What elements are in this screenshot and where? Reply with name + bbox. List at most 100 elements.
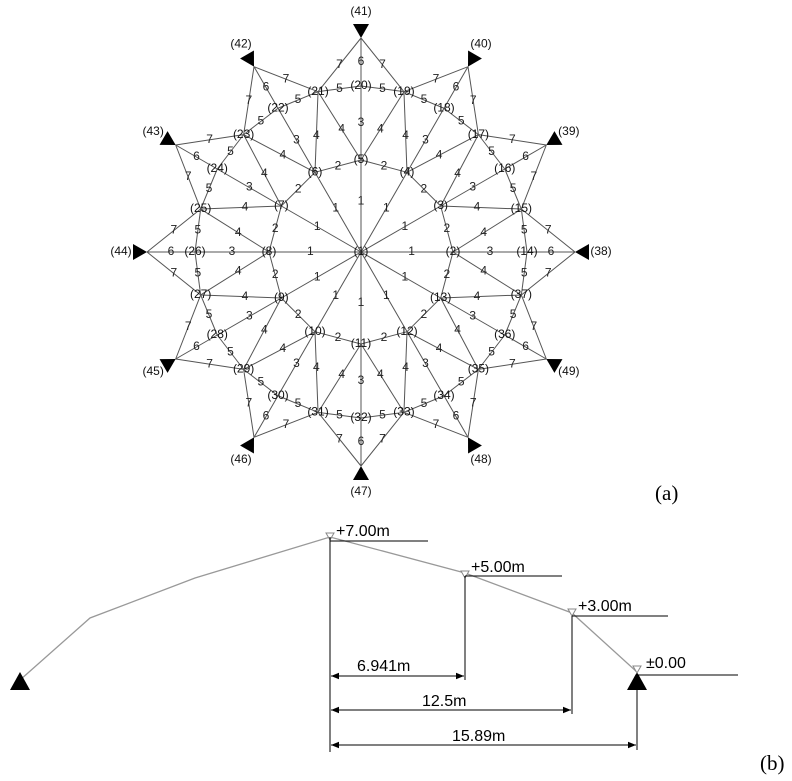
member-label: 2	[443, 267, 450, 281]
member-label: 4	[474, 200, 481, 214]
node-label: (5)	[354, 152, 369, 166]
node-label: (24)	[207, 161, 228, 175]
node-label: (48)	[470, 452, 491, 466]
node-label: (43)	[142, 124, 163, 138]
dimension-label: 15.89m	[452, 728, 505, 745]
member	[281, 252, 361, 298]
member-label: 6	[263, 409, 270, 423]
member-label: 4	[402, 360, 409, 374]
member-label: 4	[242, 289, 249, 303]
member-label: 2	[335, 330, 342, 344]
member-label: 5	[336, 407, 343, 421]
member-label: 7	[336, 57, 343, 71]
dimension-label: 12.5m	[422, 693, 466, 710]
member-label: 7	[283, 417, 290, 431]
member-label: 3	[422, 356, 429, 370]
member-label: 4	[280, 341, 287, 355]
node-label: (16)	[494, 161, 515, 175]
member-label: 2	[420, 181, 427, 195]
node-label: (7)	[274, 198, 289, 212]
member-label: 7	[170, 223, 177, 237]
member-label: 1	[383, 200, 390, 214]
node-label: (2)	[446, 244, 461, 258]
member-label: 7	[530, 319, 537, 333]
member	[441, 295, 522, 298]
member-label: 4	[454, 322, 461, 336]
node-label: (32)	[350, 410, 371, 424]
member-label: 5	[336, 81, 343, 95]
member-label: 5	[458, 375, 465, 389]
member-label: 4	[261, 166, 268, 180]
member-label: 6	[193, 149, 200, 163]
member-label: 2	[381, 158, 388, 172]
member-label: 4	[436, 148, 443, 162]
member-label: 3	[469, 309, 476, 323]
node-label: (17)	[468, 127, 489, 141]
support	[353, 24, 369, 38]
member-label: 5	[379, 81, 386, 95]
member-label: 4	[280, 148, 287, 162]
member-label: 5	[257, 375, 264, 389]
section-view: +7.00m +5.00m +3.00m ±0.00 6.941m 12.5m …	[10, 523, 738, 752]
support	[133, 244, 147, 260]
member-label: 7	[545, 223, 552, 237]
member-label: 1	[314, 219, 321, 233]
node-label: (30)	[267, 388, 288, 402]
member-label: 4	[313, 128, 320, 142]
member-label: 7	[336, 431, 343, 445]
node-label: (36)	[494, 327, 515, 341]
member-label: 7	[509, 356, 516, 370]
member-label: 6	[358, 434, 365, 448]
member-label: 3	[358, 115, 365, 129]
node-label: (27)	[190, 287, 211, 301]
member-label: 4	[261, 322, 268, 336]
dimension-label: 6.941m	[357, 658, 410, 675]
node-label: (29)	[233, 362, 254, 376]
member-label: 4	[313, 360, 320, 374]
member-label: 4	[338, 367, 345, 381]
figure: 1234467712344677123446771234467712344677…	[0, 0, 792, 781]
member-label: 5	[421, 396, 428, 410]
member-label: 5	[521, 223, 528, 237]
node-label: (18)	[433, 100, 454, 114]
node-label: (19)	[393, 84, 414, 98]
node-label: (42)	[230, 36, 251, 50]
node-label: (39)	[558, 124, 579, 138]
node-label: (11)	[351, 336, 371, 350]
member-label: 1	[401, 269, 408, 283]
member-label: 7	[379, 57, 386, 71]
node-label: (47)	[350, 484, 371, 498]
node-label: (41)	[350, 4, 371, 18]
member-label: 7	[245, 93, 252, 107]
elevation-label: +3.00m	[578, 598, 632, 615]
node-label: (28)	[207, 327, 228, 341]
support	[240, 51, 254, 67]
support	[575, 244, 589, 260]
arch-profile	[20, 537, 637, 680]
support	[468, 51, 482, 67]
member-label: 3	[293, 132, 300, 146]
member-label: 6	[263, 80, 270, 94]
node-label: (49)	[558, 364, 579, 378]
member-label: 6	[168, 244, 175, 258]
panel-label: (b)	[760, 751, 785, 775]
member-label: 5	[295, 92, 302, 106]
member-label: 7	[379, 431, 386, 445]
member-label: 5	[227, 344, 234, 358]
node-label: (40)	[470, 36, 491, 50]
member-label: 4	[474, 289, 481, 303]
member-label: 7	[530, 169, 537, 183]
node-label: (38)	[590, 244, 611, 258]
member-label: 5	[257, 114, 264, 128]
node-label: (14)	[516, 244, 537, 258]
member-label: 6	[522, 149, 529, 163]
member-label: 1	[332, 200, 339, 214]
member-label: 7	[509, 132, 516, 146]
member-label: 7	[206, 356, 213, 370]
node-label: (4)	[400, 164, 415, 178]
member-label: 1	[383, 288, 390, 302]
member-label: 3	[487, 244, 494, 258]
panel-label: (a)	[655, 481, 678, 505]
node-label: (13)	[430, 290, 451, 304]
